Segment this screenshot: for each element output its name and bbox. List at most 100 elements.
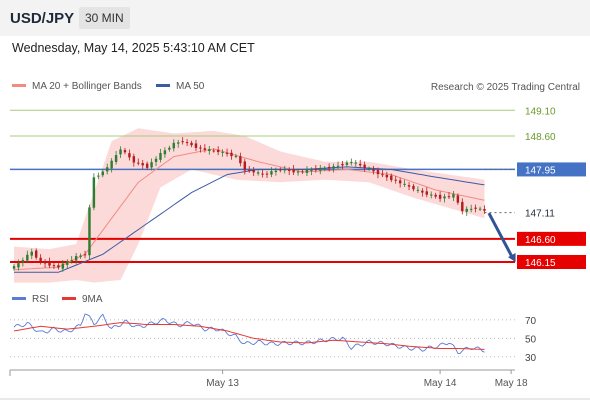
candle — [274, 170, 278, 172]
candle — [434, 194, 437, 197]
level-tag — [517, 231, 586, 246]
candle — [150, 162, 153, 168]
candle — [412, 185, 415, 190]
candle — [336, 165, 340, 167]
bottom-border — [0, 398, 590, 400]
legend-swatch — [156, 84, 170, 87]
legend-label: 9MA — [82, 294, 103, 305]
candle — [79, 255, 82, 257]
candle — [310, 169, 313, 172]
candle — [97, 175, 100, 177]
level-tag — [517, 162, 586, 177]
candle — [407, 185, 411, 187]
candle — [26, 254, 29, 261]
candle — [483, 208, 486, 211]
level-tag — [517, 255, 586, 269]
candle — [199, 147, 202, 149]
candle — [17, 263, 20, 268]
candle — [185, 142, 189, 144]
candle — [194, 143, 198, 148]
candle — [39, 257, 42, 262]
candle — [292, 169, 295, 173]
time-axis: May 13 May 14 May 18 — [0, 369, 590, 400]
candle — [287, 169, 291, 171]
candle — [354, 162, 357, 164]
candle — [123, 150, 127, 153]
candle — [137, 162, 140, 164]
level-label: 147.95 — [525, 165, 556, 176]
candle — [21, 260, 25, 263]
forecast-arrow-head — [507, 253, 516, 262]
candle — [154, 158, 158, 162]
level-tag — [517, 205, 586, 220]
candle — [208, 149, 211, 152]
candle — [70, 260, 73, 262]
rsi-tick-label: 70 — [525, 316, 537, 327]
candle — [478, 208, 482, 210]
candle — [421, 190, 424, 193]
candle — [363, 164, 366, 169]
candle — [372, 169, 375, 172]
legend-label: MA 20 + Bollinger Bands — [32, 81, 142, 92]
legend-swatch — [12, 84, 26, 87]
candle — [385, 174, 389, 178]
candle — [279, 169, 282, 171]
candle — [132, 156, 136, 163]
candle — [469, 208, 473, 210]
candle — [452, 194, 455, 198]
x-tick-label: May 13 — [206, 378, 239, 389]
candle — [358, 163, 362, 166]
candle — [301, 171, 304, 173]
legend-swatch — [62, 297, 76, 300]
candle — [430, 194, 433, 196]
candle — [243, 161, 247, 171]
x-tick-label: May 18 — [495, 378, 528, 389]
candle — [252, 170, 255, 173]
candle — [141, 163, 144, 166]
candle — [177, 142, 180, 144]
candle — [332, 166, 335, 169]
candle — [381, 174, 384, 176]
candle — [52, 265, 56, 267]
candle — [283, 169, 286, 171]
candle — [256, 172, 260, 174]
candle — [181, 141, 184, 143]
candle — [270, 171, 273, 175]
candle — [61, 263, 65, 269]
x-tick-label: May 14 — [424, 378, 457, 389]
candle — [74, 256, 78, 261]
candle — [66, 261, 69, 265]
candle — [474, 207, 477, 209]
candle — [447, 196, 451, 198]
candle — [159, 152, 162, 160]
candle — [323, 168, 326, 170]
candle — [114, 155, 118, 163]
candle — [43, 261, 47, 264]
credit-text: Research © 2025 Trading Central — [431, 82, 580, 93]
candle — [190, 142, 193, 146]
candle — [416, 189, 420, 191]
rsi-line — [13, 313, 485, 354]
candle — [443, 196, 446, 199]
candle — [105, 167, 109, 172]
candle — [172, 142, 176, 149]
timeframe-badge[interactable]: 30 MIN — [79, 7, 130, 29]
candle — [261, 173, 264, 175]
candle — [230, 152, 233, 157]
candle — [30, 251, 33, 256]
candle — [225, 152, 229, 154]
candle — [34, 250, 38, 258]
level-label: 146.60 — [525, 235, 556, 246]
candle — [145, 163, 149, 168]
candle — [398, 180, 402, 184]
candle — [119, 149, 122, 155]
candle — [465, 208, 468, 212]
candle — [350, 162, 353, 164]
candle — [57, 265, 60, 268]
candle — [83, 254, 87, 256]
candle — [327, 166, 331, 169]
candle — [168, 147, 171, 150]
candle — [221, 151, 224, 153]
rsi-tick-label: 50 — [525, 334, 537, 345]
